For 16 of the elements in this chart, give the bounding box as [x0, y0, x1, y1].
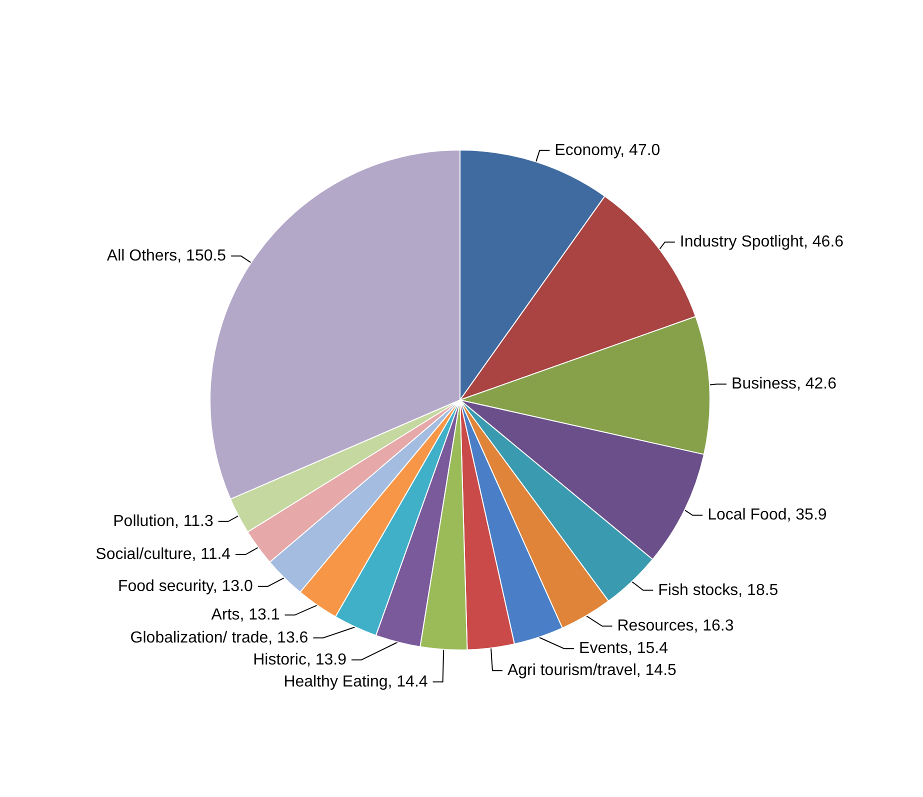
slice-label: Events, 15.4: [579, 640, 668, 658]
slice-label: Social/culture, 11.4: [96, 546, 231, 564]
slice-label: Healthy Eating, 14.4: [284, 673, 428, 690]
slice-label: Globalization/ trade, 13.6: [130, 629, 308, 646]
slice-label: Arts, 13.1: [211, 606, 280, 624]
slice-label: Historic, 13.9: [253, 651, 347, 668]
slice-label: Business, 42.6: [732, 376, 837, 393]
slice-label: All Others, 150.5: [106, 248, 226, 265]
slice-label: Local Food, 35.9: [708, 506, 827, 524]
slice-label: Resources, 16.3: [617, 618, 734, 635]
slice-label: Food security, 13.0: [118, 578, 253, 595]
slice-label: Pollution, 11.3: [113, 512, 214, 530]
slice-label: Economy, 47.0: [554, 142, 660, 159]
slice-label: Industry Spotlight, 46.6: [680, 234, 844, 251]
slice-label: Agri tourism/travel, 14.5: [507, 662, 677, 680]
slice-label: Fish stocks, 18.5: [658, 582, 778, 599]
